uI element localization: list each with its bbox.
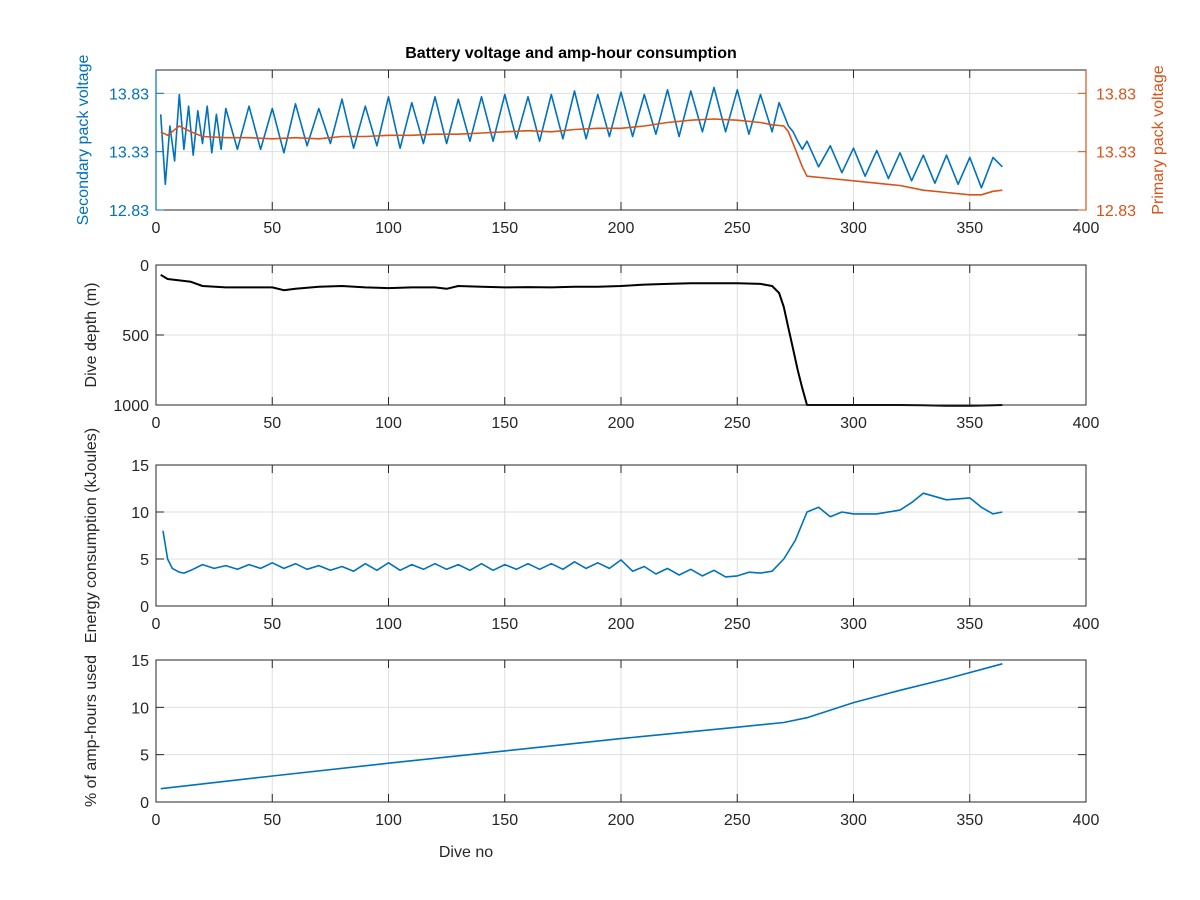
y-tick-label: 13.83	[109, 86, 149, 103]
x-tick-label: 250	[724, 220, 751, 237]
x-tick-label: 300	[840, 415, 867, 432]
y-tick-label-right: 12.83	[1096, 203, 1136, 220]
y-axis-label: % of amp-hours used	[83, 655, 100, 807]
subplots: 0 50 100 150 200 250 300 350 40012.8313.3313.831…	[75, 45, 1167, 861]
y-tick-label: 0	[140, 599, 149, 616]
x-tick-label: 400	[1073, 415, 1100, 432]
series-line-1	[159, 86, 1003, 189]
y-tick-label: 500	[122, 328, 149, 345]
series-line-2	[160, 118, 1003, 196]
y-tick-label: 12.83	[109, 203, 149, 220]
grid-lines	[156, 660, 1086, 802]
x-tick-label: 400	[1073, 220, 1100, 237]
y-axis-label: Dive depth (m)	[83, 283, 100, 388]
y-tick-label: 15	[131, 458, 149, 475]
y-axis-label-right: Primary pack voltage	[1150, 65, 1167, 214]
x-tick-label: 400	[1073, 812, 1100, 829]
x-tick-label: 0	[152, 616, 161, 633]
subplot-3: 0 50 100 150 200 250 300 350 400 0 5 10 15 Energy con…	[83, 428, 1099, 643]
x-tick-label: 200	[608, 220, 635, 237]
x-tick-label: 150	[491, 812, 518, 829]
x-tick-label: 350	[956, 616, 983, 633]
x-tick-label: 50	[263, 220, 281, 237]
x-tick-label: 350	[956, 220, 983, 237]
x-tick-label: 150	[491, 220, 518, 237]
y-tick-label: 0	[140, 795, 149, 812]
y-axis-label: Energy consumption (kJoules)	[83, 428, 100, 643]
x-tick-label: 50	[263, 616, 281, 633]
subplot-2: 0 50 100 150 200 250 300 350 400 0 500 1000 Dive dep…	[83, 258, 1099, 432]
y-tick-label: 15	[131, 653, 149, 670]
series-line-1	[162, 492, 1003, 578]
x-tick-label: 100	[375, 415, 402, 432]
x-tick-label: 300	[840, 812, 867, 829]
x-tick-label: 300	[840, 616, 867, 633]
x-tick-label: 350	[956, 812, 983, 829]
x-tick-label: 0	[152, 415, 161, 432]
x-tick-label: 150	[491, 616, 518, 633]
y-axis-label: Secondary pack voltage	[75, 55, 92, 226]
y-tick-label-right: 13.83	[1096, 86, 1136, 103]
grid-lines	[156, 465, 1086, 606]
x-tick-label: 100	[375, 616, 402, 633]
x-tick-label: 100	[375, 812, 402, 829]
x-tick-label: 350	[956, 415, 983, 432]
x-tick-label: 200	[608, 812, 635, 829]
chart-title: Battery voltage and amp-hour consumption	[405, 45, 737, 62]
y-tick-label-right: 13.33	[1096, 145, 1136, 162]
y-tick-label: 5	[140, 748, 149, 765]
y-tick-label: 10	[131, 700, 149, 717]
x-tick-label: 200	[608, 616, 635, 633]
x-axis-label: Dive no	[439, 844, 493, 861]
y-tick-label: 5	[140, 552, 149, 569]
series-line-1	[160, 663, 1003, 790]
x-tick-label: 50	[263, 812, 281, 829]
x-tick-label: 50	[263, 415, 281, 432]
y-tick-label: 0	[140, 258, 149, 275]
x-tick-label: 400	[1073, 616, 1100, 633]
subplot-4: 0 50 100 150 200 250 300 350 400 0 5 10 15 % of amp-h…	[83, 653, 1099, 861]
y-tick-label: 13.33	[109, 145, 149, 162]
x-tick-label: 200	[608, 415, 635, 432]
x-tick-label: 250	[724, 616, 751, 633]
y-tick-label: 1000	[113, 398, 149, 415]
x-tick-label: 250	[724, 812, 751, 829]
x-tick-label: 0	[152, 220, 161, 237]
x-tick-label: 300	[840, 220, 867, 237]
x-tick-label: 150	[491, 415, 518, 432]
x-tick-label: 0	[152, 812, 161, 829]
x-tick-label: 250	[724, 415, 751, 432]
x-tick-label: 100	[375, 220, 402, 237]
y-tick-label: 10	[131, 505, 149, 522]
subplot-1: 0 50 100 150 200 250 300 350 40012.8313.3313.831…	[75, 45, 1167, 237]
